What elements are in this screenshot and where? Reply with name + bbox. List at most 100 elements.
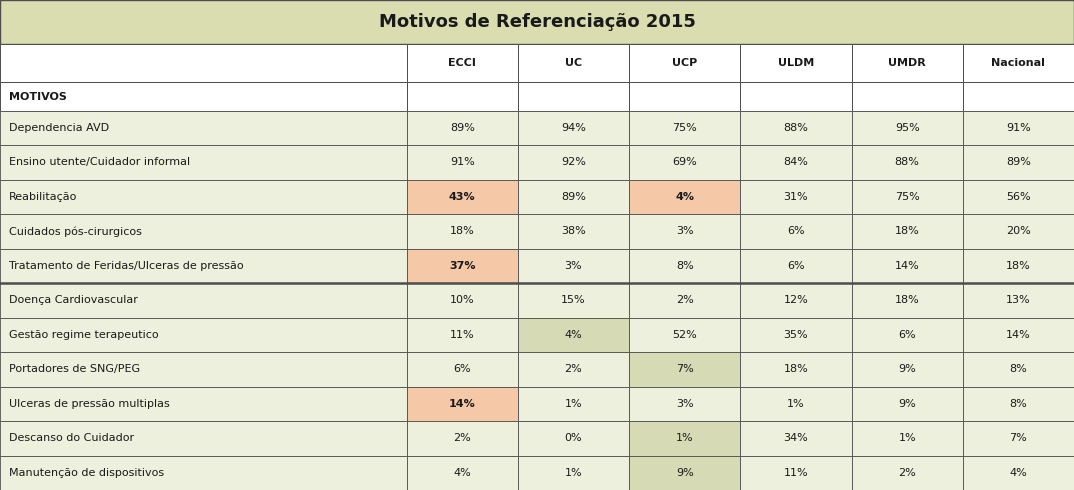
Bar	[740, 248, 852, 283]
Text: 8%: 8%	[676, 261, 694, 271]
Text: 88%: 88%	[895, 157, 919, 168]
Bar	[629, 214, 740, 248]
Bar	[407, 111, 518, 145]
Text: 9%: 9%	[676, 468, 694, 478]
Bar	[629, 283, 740, 318]
Bar	[518, 352, 629, 387]
Bar	[0, 214, 407, 248]
Bar	[0, 352, 407, 387]
Text: 6%: 6%	[453, 365, 471, 374]
Bar	[852, 352, 962, 387]
Bar	[518, 456, 629, 490]
Text: 1%: 1%	[565, 468, 582, 478]
Bar	[518, 318, 629, 352]
Text: 3%: 3%	[676, 226, 694, 236]
Bar	[852, 214, 962, 248]
Bar	[852, 387, 962, 421]
Text: 4%: 4%	[676, 192, 694, 202]
Bar	[407, 387, 518, 421]
Text: ULDM: ULDM	[778, 58, 814, 68]
Bar	[407, 214, 518, 248]
Bar	[518, 248, 629, 283]
Bar	[629, 352, 740, 387]
Text: 91%: 91%	[450, 157, 475, 168]
Bar	[852, 421, 962, 456]
Text: 37%: 37%	[449, 261, 476, 271]
Text: 89%: 89%	[450, 123, 475, 133]
Bar	[0, 318, 407, 352]
Bar	[852, 145, 962, 180]
Text: 9%: 9%	[898, 399, 916, 409]
Text: 7%: 7%	[676, 365, 694, 374]
Text: 9%: 9%	[898, 365, 916, 374]
Text: 2%: 2%	[676, 295, 694, 305]
Bar	[0, 387, 407, 421]
Text: 2%: 2%	[453, 433, 471, 443]
Text: Doença Cardiovascular: Doença Cardiovascular	[9, 295, 137, 305]
Text: Descanso do Cuidador: Descanso do Cuidador	[9, 433, 134, 443]
Bar	[962, 44, 1074, 82]
Bar	[518, 283, 629, 318]
Text: 18%: 18%	[784, 365, 809, 374]
Bar	[407, 180, 518, 214]
Text: 89%: 89%	[1006, 157, 1031, 168]
Text: 6%: 6%	[898, 330, 916, 340]
Text: 92%: 92%	[561, 157, 586, 168]
Bar	[962, 318, 1074, 352]
Bar	[629, 44, 740, 82]
Bar	[962, 387, 1074, 421]
Bar	[740, 318, 852, 352]
Bar	[629, 145, 740, 180]
Bar	[852, 248, 962, 283]
Text: 10%: 10%	[450, 295, 475, 305]
Bar	[740, 82, 852, 111]
Bar	[852, 318, 962, 352]
Text: 2%: 2%	[565, 365, 582, 374]
Bar	[962, 145, 1074, 180]
Bar	[962, 248, 1074, 283]
Bar	[740, 387, 852, 421]
Text: 11%: 11%	[450, 330, 475, 340]
Text: 1%: 1%	[898, 433, 916, 443]
Text: 14%: 14%	[1006, 330, 1031, 340]
Text: 8%: 8%	[1010, 365, 1027, 374]
Text: UC: UC	[565, 58, 582, 68]
Text: UCP: UCP	[672, 58, 697, 68]
Text: Ensino utente/Cuidador informal: Ensino utente/Cuidador informal	[9, 157, 190, 168]
Bar	[629, 421, 740, 456]
Text: Manutenção de dispositivos: Manutenção de dispositivos	[9, 468, 163, 478]
Bar	[629, 111, 740, 145]
Bar	[407, 283, 518, 318]
Bar	[407, 145, 518, 180]
Text: 95%: 95%	[895, 123, 919, 133]
Bar	[740, 456, 852, 490]
Bar	[407, 82, 518, 111]
Bar	[407, 248, 518, 283]
Bar	[0, 82, 407, 111]
Text: 0%: 0%	[565, 433, 582, 443]
Bar	[740, 44, 852, 82]
Text: Tratamento de Feridas/Ulceras de pressão: Tratamento de Feridas/Ulceras de pressão	[9, 261, 243, 271]
Text: 18%: 18%	[895, 226, 919, 236]
Text: Motivos de Referenciação 2015: Motivos de Referenciação 2015	[378, 13, 696, 31]
Text: 84%: 84%	[784, 157, 809, 168]
Bar	[962, 82, 1074, 111]
Bar	[962, 283, 1074, 318]
Bar	[518, 82, 629, 111]
Text: 89%: 89%	[561, 192, 586, 202]
Text: UMDR: UMDR	[888, 58, 926, 68]
Text: 1%: 1%	[565, 399, 582, 409]
Bar	[518, 387, 629, 421]
Bar	[962, 180, 1074, 214]
Text: 12%: 12%	[784, 295, 809, 305]
Bar	[852, 283, 962, 318]
Text: 18%: 18%	[450, 226, 475, 236]
Text: 18%: 18%	[1006, 261, 1031, 271]
Bar	[629, 318, 740, 352]
Text: 18%: 18%	[895, 295, 919, 305]
Text: 56%: 56%	[1006, 192, 1031, 202]
Bar	[518, 44, 629, 82]
Text: 3%: 3%	[676, 399, 694, 409]
Bar	[407, 44, 518, 82]
Bar	[0, 44, 407, 82]
